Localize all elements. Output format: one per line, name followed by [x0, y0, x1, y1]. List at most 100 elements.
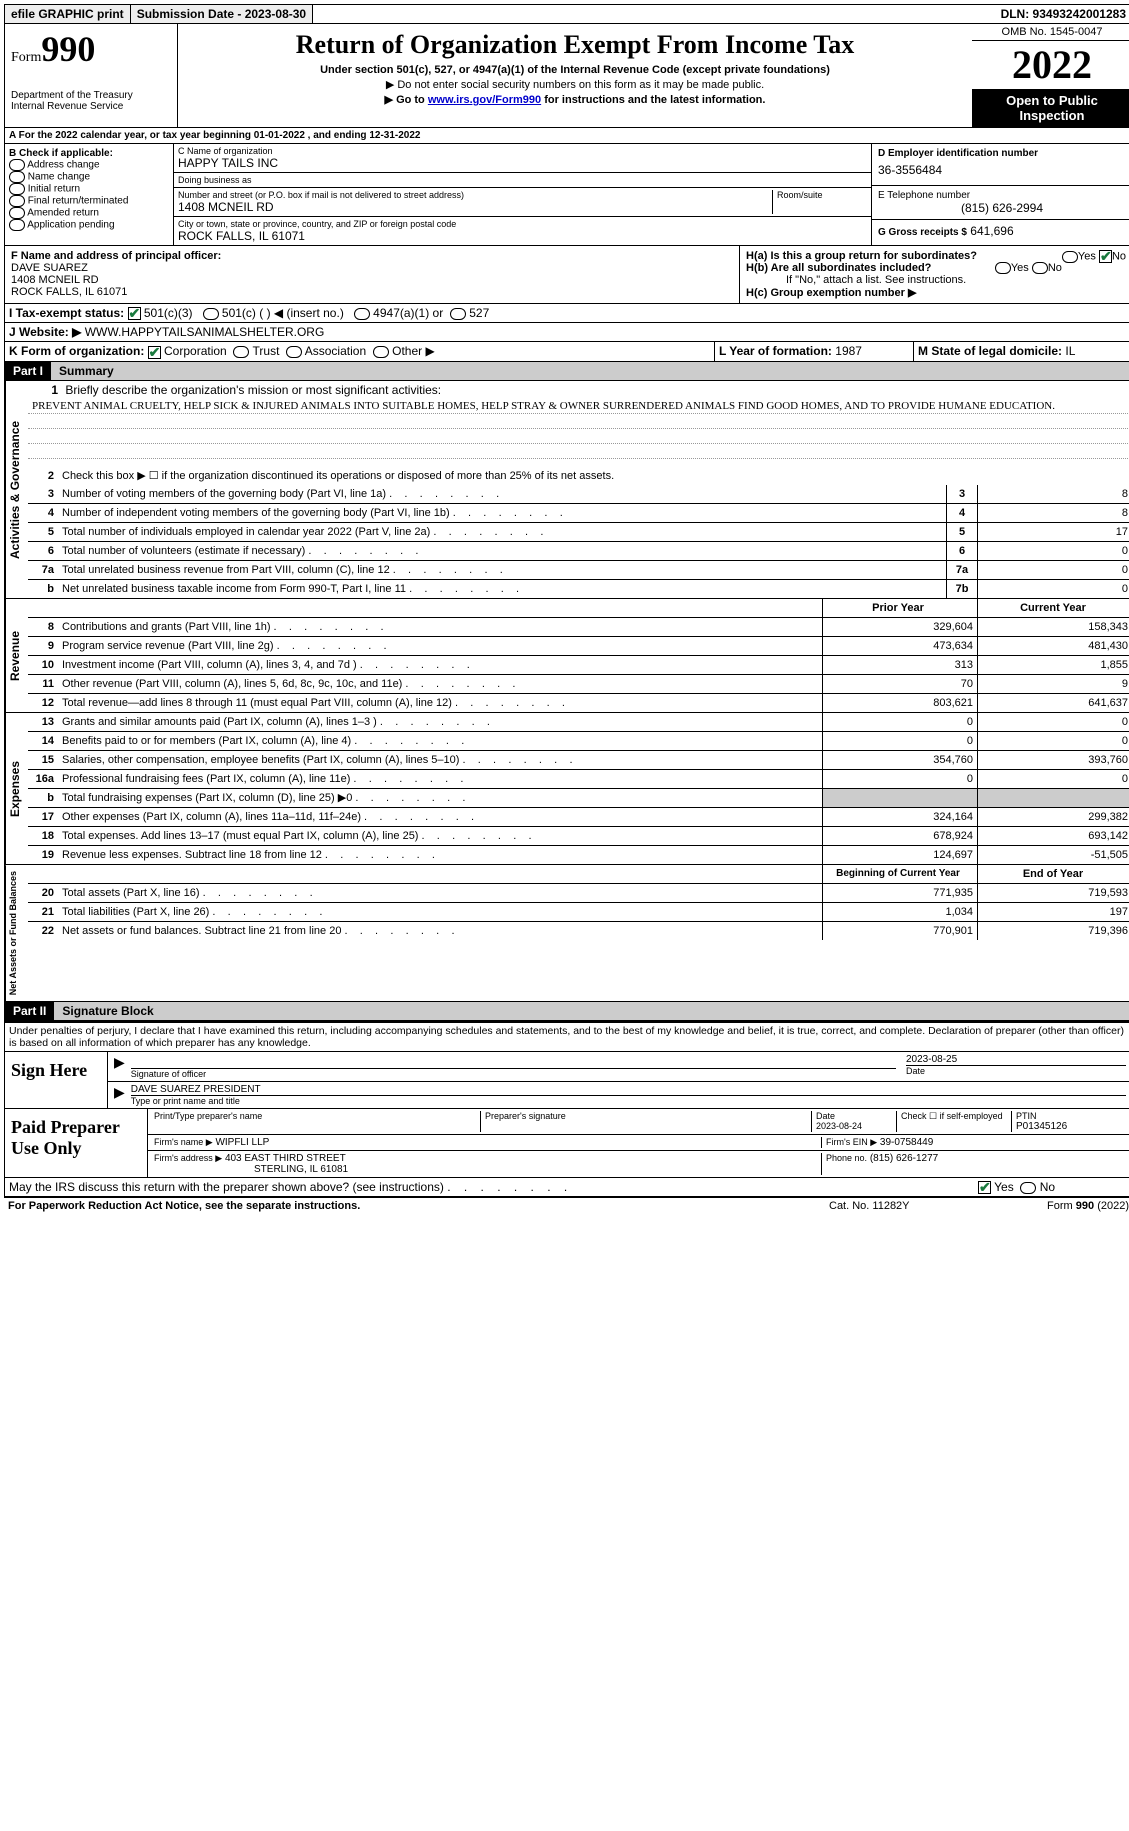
irs-form990-link[interactable]: www.irs.gov/Form990	[428, 94, 541, 106]
mission-text: PREVENT ANIMAL CRUELTY, HELP SICK & INJU…	[28, 399, 1129, 414]
col-prior-year: Prior Year	[822, 599, 977, 617]
line-14: 14 Benefits paid to or for members (Part…	[28, 732, 1129, 751]
ptin-value: P01345126	[1016, 1121, 1126, 1132]
section-klm: K Form of organization: Corporation Trus…	[4, 342, 1129, 361]
form-number: 990	[41, 29, 95, 69]
year-formation: 1987	[835, 344, 862, 358]
discuss-yes[interactable]	[978, 1181, 991, 1194]
chk-527[interactable]	[450, 308, 466, 320]
h-b-note: If "No," attach a list. See instructions…	[746, 274, 1126, 286]
line-5: 5 Total number of individuals employed i…	[28, 523, 1129, 542]
open-to-public: Open to Public Inspection	[972, 89, 1129, 127]
form-subtitle: Under section 501(c), 527, or 4947(a)(1)…	[186, 64, 964, 76]
form-label: Form	[11, 50, 41, 65]
chk-corporation[interactable]	[148, 346, 161, 359]
chk-application-pending[interactable]: Application pending	[9, 219, 169, 231]
mission-label: Briefly describe the organization's miss…	[65, 383, 441, 397]
hb-yes[interactable]	[995, 262, 1011, 274]
period-row: A For the 2022 calendar year, or tax yea…	[4, 128, 1129, 144]
tab-activities-governance: Activities & Governance	[5, 381, 28, 598]
line2-text: Check this box ▶ ☐ if the organization d…	[58, 468, 1129, 483]
tab-expenses: Expenses	[5, 713, 28, 864]
sign-date-label: Date	[906, 1065, 1126, 1076]
section-j: J Website: ▶ WWW.HAPPYTAILSANIMALSHELTER…	[4, 323, 1129, 342]
chk-final-return[interactable]: Final return/terminated	[9, 195, 169, 207]
dept-treasury: Department of the Treasury	[11, 90, 171, 101]
section-b-title: B Check if applicable:	[9, 148, 169, 159]
chk-address-change[interactable]: Address change	[9, 159, 169, 171]
part2-header: Part II Signature Block	[4, 1002, 1129, 1021]
firm-name: WIPFLI LLP	[215, 1137, 269, 1148]
street-address: 1408 MCNEIL RD	[178, 200, 772, 214]
tax-year: 2022	[972, 41, 1129, 89]
paid-preparer-block: Paid Preparer Use Only Print/Type prepar…	[4, 1109, 1129, 1178]
org-name-label: C Name of organization	[178, 146, 867, 156]
chk-amended-return[interactable]: Amended return	[9, 207, 169, 219]
ha-no[interactable]	[1099, 250, 1112, 263]
tab-revenue: Revenue	[5, 599, 28, 712]
line-12: 12 Total revenue—add lines 8 through 11 …	[28, 694, 1129, 712]
h-a-label: H(a) Is this a group return for subordin…	[746, 250, 977, 262]
chk-4947[interactable]	[354, 308, 370, 320]
section-fh: F Name and address of principal officer:…	[4, 246, 1129, 304]
print-name-label: Type or print name and title	[131, 1095, 1126, 1106]
chk-initial-return[interactable]: Initial return	[9, 183, 169, 195]
line-3: 3 Number of voting members of the govern…	[28, 485, 1129, 504]
submission-date: Submission Date - 2023-08-30	[131, 5, 313, 23]
ein-value: 36-3556484	[878, 159, 1126, 181]
section-i: I Tax-exempt status: 501(c)(3) 501(c) ( …	[4, 304, 1129, 323]
ein-label: D Employer identification number	[878, 148, 1126, 159]
officer-print-name: DAVE SUAREZ PRESIDENT	[131, 1084, 1126, 1095]
state-domicile: IL	[1065, 344, 1075, 358]
firm-address2: STERLING, IL 61081	[254, 1164, 348, 1175]
h-b-label: H(b) Are all subordinates included?	[746, 262, 931, 274]
self-employed-check[interactable]: Check ☐ if self-employed	[896, 1111, 1011, 1132]
cat-no: Cat. No. 11282Y	[829, 1200, 989, 1212]
line-11: 11 Other revenue (Part VIII, column (A),…	[28, 675, 1129, 694]
discuss-no[interactable]	[1020, 1182, 1036, 1194]
hb-no[interactable]	[1032, 262, 1048, 274]
firm-ein: 39-0758449	[880, 1137, 933, 1148]
line-6: 6 Total number of volunteers (estimate i…	[28, 542, 1129, 561]
chk-trust[interactable]	[233, 346, 249, 358]
line-19: 19 Revenue less expenses. Subtract line …	[28, 846, 1129, 864]
phone-value: (815) 626-2994	[878, 201, 1126, 215]
form-ref: Form 990 (2022)	[989, 1200, 1129, 1212]
dln: DLN: 93493242001283	[995, 5, 1129, 23]
chk-501c[interactable]	[203, 308, 219, 320]
penalties-statement: Under penalties of perjury, I declare th…	[4, 1021, 1129, 1052]
ha-yes[interactable]	[1062, 251, 1078, 263]
line-b: b Total fundraising expenses (Part IX, c…	[28, 789, 1129, 808]
chk-501c3[interactable]	[128, 307, 141, 320]
officer-addr2: ROCK FALLS, IL 61071	[11, 286, 127, 298]
gross-receipts: 641,696	[970, 224, 1013, 238]
line-10: 10 Investment income (Part VIII, column …	[28, 656, 1129, 675]
dba-label: Doing business as	[178, 175, 867, 185]
line-22: 22 Net assets or fund balances. Subtract…	[28, 922, 1129, 940]
city-label: City or town, state or province, country…	[178, 219, 867, 229]
efile-print-button[interactable]: efile GRAPHIC print	[5, 5, 131, 23]
line-7a: 7a Total unrelated business revenue from…	[28, 561, 1129, 580]
officer-addr1: 1408 MCNEIL RD	[11, 274, 99, 286]
officer-name: DAVE SUAREZ	[11, 262, 88, 274]
omb-number: OMB No. 1545-0047	[972, 24, 1129, 41]
line-18: 18 Total expenses. Add lines 13–17 (must…	[28, 827, 1129, 846]
h-c-label: H(c) Group exemption number ▶	[746, 286, 1126, 299]
line-21: 21 Total liabilities (Part X, line 26) 1…	[28, 903, 1129, 922]
paid-preparer-label: Paid Preparer Use Only	[5, 1109, 148, 1177]
chk-association[interactable]	[286, 346, 302, 358]
chk-name-change[interactable]: Name change	[9, 171, 169, 183]
line-13: 13 Grants and similar amounts paid (Part…	[28, 713, 1129, 732]
preparer-phone: (815) 626-1277	[870, 1153, 938, 1164]
chk-other[interactable]	[373, 346, 389, 358]
addr-label: Number and street (or P.O. box if mail i…	[178, 190, 772, 200]
irs-label: Internal Revenue Service	[11, 101, 171, 112]
sign-date: 2023-08-25	[906, 1054, 1126, 1065]
sign-here-block: Sign Here ▶ Signature of officer 2023-08…	[4, 1052, 1129, 1109]
officer-label: F Name and address of principal officer:	[11, 250, 221, 262]
phone-label: E Telephone number	[878, 190, 1126, 201]
ssn-note: ▶ Do not enter social security numbers o…	[186, 78, 964, 91]
gross-label: G Gross receipts $	[878, 227, 967, 238]
line-20: 20 Total assets (Part X, line 16) 771,93…	[28, 884, 1129, 903]
preparer-date: 2023-08-24	[816, 1121, 896, 1131]
